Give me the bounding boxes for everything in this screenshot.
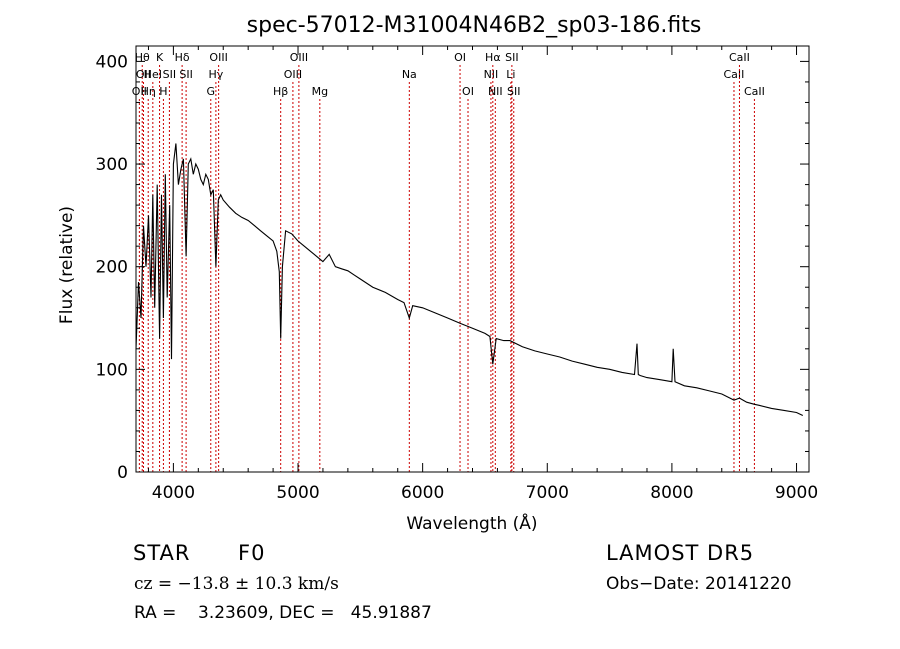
x-tick-label: 9000 xyxy=(775,483,818,503)
line-marker-label: OIII xyxy=(209,51,227,64)
line-marker-label: OI xyxy=(454,51,466,64)
line-marker-label: SII xyxy=(507,85,520,98)
spectrum-line xyxy=(135,143,804,416)
y-tick-label: 400 xyxy=(96,52,128,72)
line-marker-label: CaII xyxy=(724,68,745,81)
observation-date: Obs−Date: 20141220 xyxy=(606,574,792,594)
line-marker-label: SII xyxy=(179,68,192,81)
x-tick-label: 7000 xyxy=(526,483,569,503)
x-tick-label: 5000 xyxy=(276,483,319,503)
line-marker-label: HeI xyxy=(144,68,162,81)
y-tick-label: 300 xyxy=(96,155,128,175)
x-axis-label: Wavelength (Å) xyxy=(406,512,537,534)
line-marker-label: NII xyxy=(484,68,499,81)
line-marker-label: OIII xyxy=(284,68,302,81)
line-marker-label: Li xyxy=(506,68,515,81)
line-marker-label: Hβ xyxy=(273,85,288,98)
plot-frame xyxy=(135,45,810,473)
line-marker-label: SII xyxy=(505,51,518,64)
line-marker-label: OII xyxy=(136,68,151,81)
line-marker-label: K xyxy=(156,51,164,64)
line-marker-label: Hγ xyxy=(208,68,223,81)
redshift-velocity: cz = −13.8 ± 10.3 km/s xyxy=(134,574,339,594)
line-marker-label: Hδ xyxy=(175,51,190,64)
object-subclass: F0 xyxy=(238,541,266,565)
x-tick-label: 6000 xyxy=(401,483,444,503)
y-tick-label: 100 xyxy=(96,360,128,380)
chart-title: spec-57012-M31004N46B2_sp03-186.fits xyxy=(247,13,702,38)
line-marker-label: Mg xyxy=(312,85,328,98)
survey-name: LAMOST DR5 xyxy=(606,541,755,565)
line-marker-label: OIII xyxy=(290,51,308,64)
line-marker-label: Hη xyxy=(141,85,156,98)
line-marker-label: CaII xyxy=(744,85,765,98)
line-marker-label: NII xyxy=(488,85,503,98)
line-marker-label: H xyxy=(159,85,167,98)
line-marker-label: SII xyxy=(163,68,176,81)
y-tick-label: 0 xyxy=(117,463,128,483)
x-tick-label: 8000 xyxy=(650,483,693,503)
x-tick-label: 4000 xyxy=(152,483,195,503)
line-marker-label: Hα xyxy=(485,51,501,64)
y-tick-label: 200 xyxy=(96,258,128,278)
line-marker-label: G xyxy=(207,85,216,98)
coordinates: RA = 3.23609, DEC = 45.91887 xyxy=(134,603,432,623)
line-marker-label: CaII xyxy=(729,51,750,64)
line-marker-label: Hθ xyxy=(135,51,150,64)
line-marker-label: OI xyxy=(462,85,474,98)
line-marker-label: Na xyxy=(402,68,417,81)
object-class: STAR xyxy=(133,541,191,565)
y-axis-label: Flux (relative) xyxy=(57,206,77,324)
